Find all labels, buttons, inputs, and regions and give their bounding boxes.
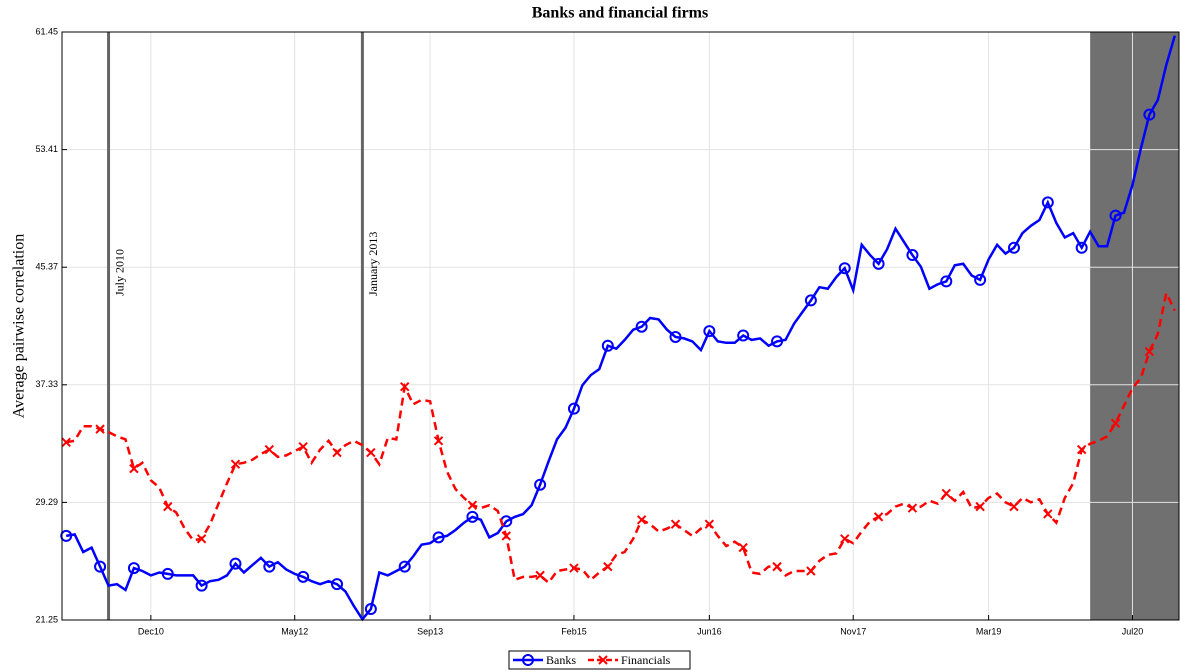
x-tick-label: Jun16 [697, 626, 722, 636]
series-marker [940, 275, 953, 288]
series-marker [264, 444, 275, 455]
legend-label: Financials [621, 653, 671, 667]
series-marker [704, 519, 715, 529]
x-tick-label: Jul20 [1122, 626, 1144, 636]
series-marker [872, 257, 885, 270]
series-marker [127, 562, 140, 575]
series-marker [161, 567, 174, 580]
series-marker [61, 437, 71, 447]
series-marker [1110, 418, 1121, 428]
series-marker [1075, 241, 1088, 254]
series-marker [163, 501, 173, 512]
series-marker [331, 578, 344, 591]
series-marker [806, 566, 816, 576]
x-tick-label: Sep13 [417, 626, 443, 636]
series-marker [974, 273, 987, 286]
series-marker [433, 436, 444, 446]
series-marker [1144, 346, 1155, 357]
series-marker [670, 519, 681, 529]
series-marker [669, 330, 682, 343]
y-tick-label: 61.45 [35, 26, 58, 36]
series-marker [975, 501, 985, 512]
series-marker [196, 534, 207, 544]
series-marker [366, 447, 376, 458]
series-marker [400, 381, 410, 392]
series-marker [603, 561, 613, 572]
series-marker [636, 515, 647, 525]
legend-marker [522, 654, 534, 666]
series-marker [1143, 108, 1156, 121]
legend-label: Banks [546, 653, 576, 667]
series-marker [635, 320, 648, 333]
series-marker [1076, 444, 1087, 455]
x-tick-label: Mar19 [976, 626, 1002, 636]
series-marker [298, 441, 308, 452]
y-tick-label: 37.33 [35, 379, 58, 389]
series-marker [466, 510, 479, 523]
plot-frame [61, 31, 1180, 621]
series-marker [398, 560, 411, 573]
series-marker [873, 512, 884, 522]
series-line [65, 35, 1177, 622]
series-marker [1009, 501, 1019, 512]
x-tick-label: Feb15 [561, 626, 587, 636]
x-tick-label: Nov17 [840, 626, 866, 636]
series-marker [906, 249, 919, 262]
series-marker [1043, 509, 1053, 519]
series-marker [432, 531, 445, 544]
series-marker [703, 325, 716, 338]
series-marker [364, 603, 377, 616]
series-marker [738, 542, 748, 553]
shaded-region [1090, 32, 1179, 620]
series-marker [60, 529, 73, 542]
event-label: July 2010 [112, 249, 126, 296]
series-marker [1041, 196, 1054, 209]
event-label: January 2013 [366, 232, 380, 296]
series-marker [95, 424, 105, 434]
series-marker [840, 534, 850, 544]
series-marker [263, 560, 276, 573]
series-marker [501, 531, 511, 541]
y-tick-label: 45.37 [35, 262, 58, 272]
series-marker [1007, 241, 1020, 254]
series-marker [94, 560, 107, 573]
series-marker [535, 570, 545, 581]
chart-title: Banks and financial firms [532, 5, 708, 22]
series-marker [737, 329, 750, 342]
series-marker [534, 478, 547, 491]
series-marker [601, 339, 614, 352]
y-axis-label: Average pairwise correlation [11, 234, 28, 419]
series-marker [941, 488, 951, 499]
series-marker [467, 500, 478, 510]
series-marker [907, 503, 918, 513]
series-marker [838, 262, 851, 275]
series-marker [129, 463, 139, 474]
series-marker [195, 579, 208, 592]
series-marker [230, 459, 241, 469]
series-marker [772, 561, 782, 572]
series-marker [229, 557, 242, 570]
series-marker [1109, 209, 1122, 222]
series-marker [332, 447, 342, 458]
series-marker [771, 335, 784, 348]
series-line [65, 289, 1176, 585]
series-marker [297, 570, 310, 583]
legend-marker [598, 655, 608, 665]
x-tick-label: May12 [281, 626, 308, 636]
series-marker [804, 294, 817, 307]
series-marker [569, 563, 579, 573]
series-marker [567, 402, 580, 415]
x-tick-label: Dec10 [138, 626, 164, 636]
y-tick-label: 21.25 [35, 614, 58, 624]
y-tick-label: 29.29 [35, 497, 58, 507]
y-tick-label: 53.41 [35, 144, 58, 154]
